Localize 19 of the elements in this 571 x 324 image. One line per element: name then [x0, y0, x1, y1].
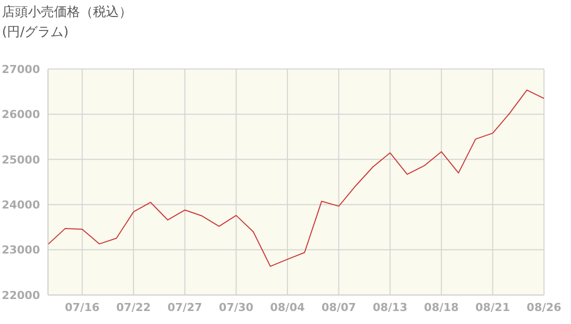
chart-subtitle: (円/グラム) — [2, 24, 69, 41]
chart-title: 店頭小売価格（税込） — [2, 4, 132, 21]
y-tick-label: 22000 — [2, 288, 40, 302]
x-tick-label: 07/16 — [64, 300, 100, 314]
y-tick-label: 24000 — [2, 198, 40, 212]
x-tick-label: 07/30 — [218, 300, 254, 314]
line-series — [48, 90, 544, 267]
x-tick-label: 07/27 — [168, 300, 202, 314]
x-tick-label: 08/26 — [526, 300, 562, 314]
y-tick-label: 23000 — [2, 244, 40, 257]
y-tick-label: 26000 — [2, 108, 40, 122]
x-tick-label: 07/22 — [116, 300, 151, 314]
x-tick-label: 08/21 — [475, 300, 510, 314]
x-tick-label: 08/07 — [321, 300, 356, 314]
x-tick-label: 08/13 — [372, 300, 408, 314]
y-tick-label: 27000 — [2, 62, 40, 76]
x-tick-label: 08/04 — [270, 300, 306, 314]
x-tick-label: 08/18 — [424, 300, 459, 314]
y-tick-label: 25000 — [2, 153, 40, 166]
